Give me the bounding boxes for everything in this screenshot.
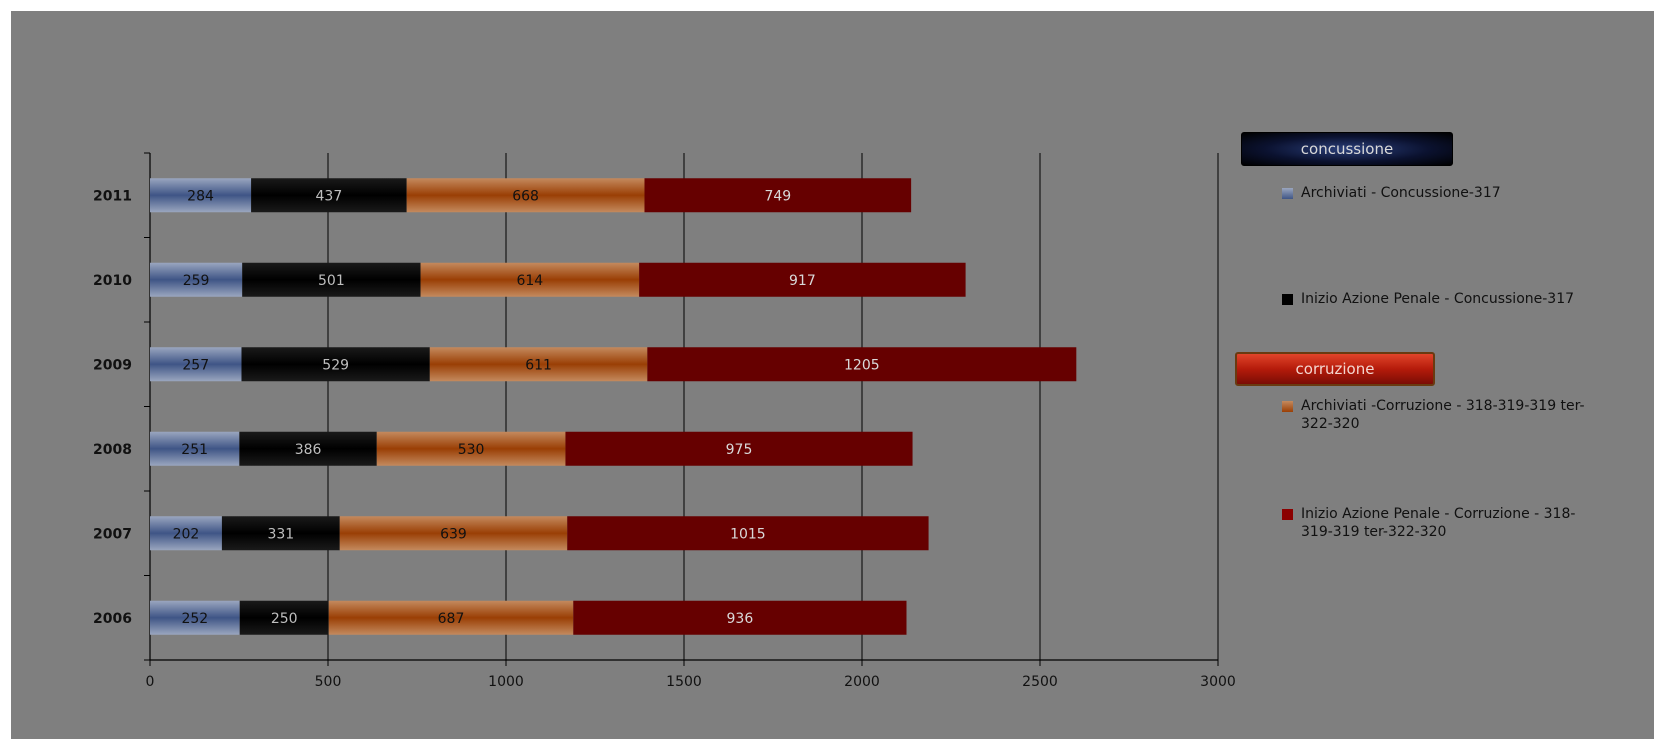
x-tick-label: 0 (146, 674, 155, 690)
bar-value-label: 749 (764, 188, 791, 204)
bar-value-label: 437 (316, 188, 343, 204)
legend-group-concussione-label: concussione (1300, 140, 1394, 158)
legend-swatch (1282, 188, 1293, 199)
x-tick-label: 3000 (1200, 674, 1236, 690)
bar-value-label: 202 (173, 526, 200, 542)
bar-value-label: 1015 (730, 526, 766, 542)
bar-value-label: 331 (267, 526, 294, 542)
y-tick-label: 2011 (93, 188, 132, 204)
bar-value-label: 259 (183, 273, 210, 289)
bar-value-label: 250 (271, 611, 298, 627)
bar-value-label: 611 (525, 357, 552, 373)
legend-group-corruzione: corruzione (1235, 352, 1435, 386)
legend-group-corruzione-label: corruzione (1295, 360, 1375, 378)
gridlines (327, 153, 1219, 660)
bar-value-label: 252 (181, 611, 208, 627)
bar (328, 600, 574, 635)
bar (573, 600, 907, 635)
bar-value-label: 530 (458, 442, 485, 458)
bar-value-label: 936 (727, 611, 754, 627)
bar-value-label: 917 (789, 273, 816, 289)
bar (639, 262, 966, 297)
legend-label: Inizio Azione Penale - Concussione-317 (1301, 291, 1575, 307)
legend-swatch (1282, 401, 1293, 412)
y-tick-label: 2009 (93, 357, 132, 373)
bar (251, 178, 407, 213)
y-tick-label: 2006 (93, 611, 132, 627)
legend-label: Archiviati -Corruzione - 318-319-319 ter… (1301, 398, 1585, 432)
bar (150, 600, 240, 635)
legend-entry: Archiviati -Corruzione - 318-319-319 ter… (1282, 397, 1602, 433)
bar (406, 178, 645, 213)
bar-value-label: 975 (726, 442, 753, 458)
bar (150, 178, 252, 213)
y-tick-label: 2007 (93, 526, 132, 542)
bar (339, 516, 568, 551)
bar-value-label: 257 (182, 357, 209, 373)
legend-label: Archiviati - Concussione-317 (1301, 185, 1501, 201)
bar (429, 347, 648, 382)
bar-value-label: 668 (512, 188, 539, 204)
bar-value-label: 1205 (844, 357, 880, 373)
x-tick-label: 2000 (844, 674, 880, 690)
bar (150, 431, 240, 466)
axes: 0 500 1000 1500 2000 2500 3000 2006 2007 2008 2009… (93, 152, 1236, 690)
bar (239, 600, 329, 635)
bar-value-label: 687 (438, 611, 465, 627)
bar (647, 347, 1077, 382)
legend-swatch (1282, 509, 1293, 520)
x-tick-label: 1500 (666, 674, 702, 690)
data-labels: 252 250 687 936 202 331 639 1015 251 386 530 975 257… (173, 188, 880, 627)
bar (150, 516, 222, 551)
bar (420, 262, 640, 297)
y-tick-label: 2008 (93, 442, 132, 458)
bar-value-label: 529 (322, 357, 349, 373)
bar (150, 262, 243, 297)
bar (376, 431, 566, 466)
bars (150, 178, 1077, 635)
x-tick-label: 1000 (488, 674, 524, 690)
bar (565, 431, 913, 466)
bar (644, 178, 912, 213)
bar (239, 431, 377, 466)
y-tick-label: 2010 (93, 273, 132, 289)
bar-value-label: 614 (516, 273, 543, 289)
bar (242, 262, 421, 297)
bar-value-label: 251 (181, 442, 208, 458)
bar (150, 347, 242, 382)
bar (221, 516, 340, 551)
legend-entry: Archiviati - Concussione-317 (1282, 184, 1602, 202)
x-tick-label: 500 (315, 674, 342, 690)
legend-group-concussione: concussione (1241, 132, 1453, 166)
bar-value-label: 501 (318, 273, 345, 289)
bar-value-label: 639 (440, 526, 467, 542)
x-tick-label: 2500 (1022, 674, 1058, 690)
legend-label: Inizio Azione Penale - Corruzione - 318-… (1301, 506, 1576, 540)
legend-entry: Inizio Azione Penale - Corruzione - 318-… (1282, 505, 1602, 541)
bar-value-label: 284 (187, 188, 214, 204)
bar (567, 516, 929, 551)
bar (241, 347, 430, 382)
bar-value-label: 386 (295, 442, 322, 458)
legend-swatch (1282, 294, 1293, 305)
legend-entry: Inizio Azione Penale - Concussione-317 (1282, 290, 1602, 308)
